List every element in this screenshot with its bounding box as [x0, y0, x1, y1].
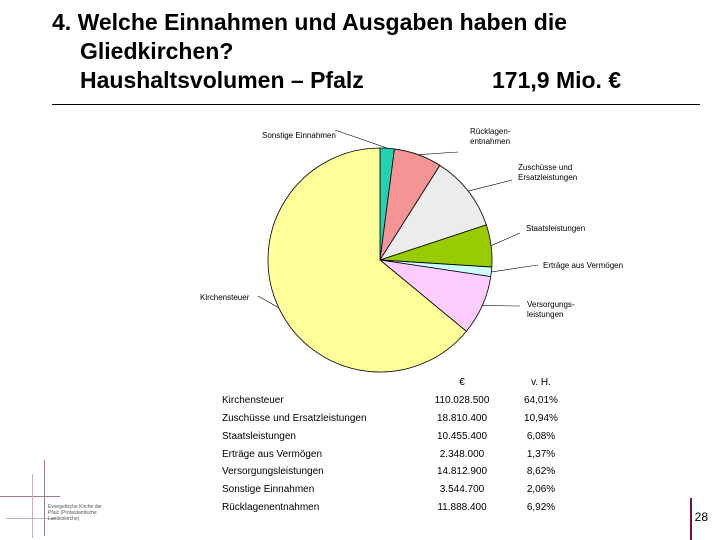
- pie-slice-label: Staatsleistungen: [526, 224, 585, 233]
- table-cell-eur: 3.544.700: [439, 484, 485, 496]
- table-cell-name: Rücklagenentnahmen: [222, 501, 320, 513]
- table-header-blank: [222, 374, 418, 392]
- pie-slice-label: Rücklagen-entnahmen: [470, 127, 511, 146]
- table-cell-name: Staatsleistungen: [222, 430, 296, 442]
- pie-leader-line: [491, 264, 539, 273]
- title-line-2: Gliedkirchen?: [80, 38, 234, 64]
- pie-slice-label: Zuschüsse und Ersatzleistungen: [518, 163, 577, 182]
- table-header-pct: v. H.: [531, 377, 551, 389]
- table-cell-pct: 10,94%: [524, 412, 558, 424]
- table-row: Zuschüsse und Ersatzleistungen 18.810.400…: [222, 410, 576, 428]
- table-cell-eur: 110.028.500: [434, 395, 490, 407]
- table-cell-eur: 11.888.400: [437, 501, 487, 513]
- table-cell-eur: 18.810.400: [436, 412, 488, 424]
- pie-slice-label: Sonstige Einnahmen: [262, 131, 336, 140]
- title-line-3: Haushaltsvolumen – Pfalz 171,9 Mio. €: [52, 66, 692, 95]
- page-number-rule: [690, 498, 692, 540]
- title-line-1: 4. Welche Einnahmen und Ausgaben haben d…: [52, 9, 568, 35]
- table-cell-pct: 8,62%: [526, 466, 556, 478]
- table-cell-eur: 14.812.900: [436, 466, 488, 478]
- table-cell-name: Erträge aus Vermögen: [222, 448, 323, 460]
- page-number: 28: [694, 510, 708, 524]
- table-cell-pct: 64,01%: [524, 395, 558, 407]
- table-row: Kirchensteuer 110.028.500 64,01%: [222, 392, 576, 410]
- budget-amount: 171,9 Mio. €: [492, 67, 622, 93]
- table-cell-name: Sonstige Einnahmen: [222, 484, 315, 496]
- table-row: Versorgungsleistungen 14.812.900 8,62%: [222, 463, 576, 481]
- pie-chart: Sonstige Einnahmen Rücklagen-entnahmen Zus…: [200, 127, 623, 373]
- pie-slice-label: Erträge aus Vermögen: [543, 261, 623, 270]
- pie-slice: [379, 164, 487, 261]
- pie-leader-line: [468, 179, 513, 192]
- table-cell-pct: 2,06%: [526, 484, 556, 496]
- table-cell-name: Versorgungsleistungen: [222, 466, 324, 478]
- pie-leader-line: [257, 295, 279, 308]
- pie-leader-line: [418, 151, 459, 155]
- table-cell-eur: 10.455.400: [436, 430, 488, 442]
- pie-slice-label: Kirchensteuer: [200, 293, 250, 302]
- table-header-row: € v. H.: [222, 374, 576, 392]
- table-row: Rücklagenentnahmen 11.888.400 6,92%: [222, 499, 576, 517]
- church-logo: Evangelische Kirche der Pfalz (Protestan…: [0, 456, 120, 540]
- title-underline: [52, 104, 700, 105]
- pie-leader-line: [490, 232, 521, 246]
- table-cell-name: Kirchensteuer: [222, 395, 284, 407]
- budget-table: € v. H. Kirchensteuer 110.028.500 64,01% Zu…: [222, 374, 576, 516]
- table-cell-pct: 6,08%: [526, 430, 556, 442]
- table-row: Erträge aus Vermögen 2.348.000 1,37%: [222, 445, 576, 463]
- table-row: Staatsleistungen 10.455.400 6,08%: [222, 427, 576, 445]
- title-subject: Haushaltsvolumen – Pfalz: [80, 67, 364, 93]
- pie-slice-label: Versorgungs-leistungen: [527, 300, 575, 319]
- table-cell-eur: 2.348.000: [439, 448, 485, 460]
- table-cell-pct: 6,92%: [526, 501, 556, 513]
- logo-text: Evangelische Kirche der Pfalz (Protestan…: [48, 504, 102, 522]
- table-cell-pct: 1,37%: [526, 448, 556, 460]
- table-row: Sonstige Einnahmen 3.544.700 2,06%: [222, 481, 576, 499]
- table-cell-name: Zuschüsse und Ersatzleistungen: [222, 412, 367, 424]
- table-header-eur: €: [459, 377, 465, 389]
- slide-title: 4. Welche Einnahmen und Ausgaben haben d…: [52, 8, 692, 95]
- pie-leader-line: [334, 129, 388, 149]
